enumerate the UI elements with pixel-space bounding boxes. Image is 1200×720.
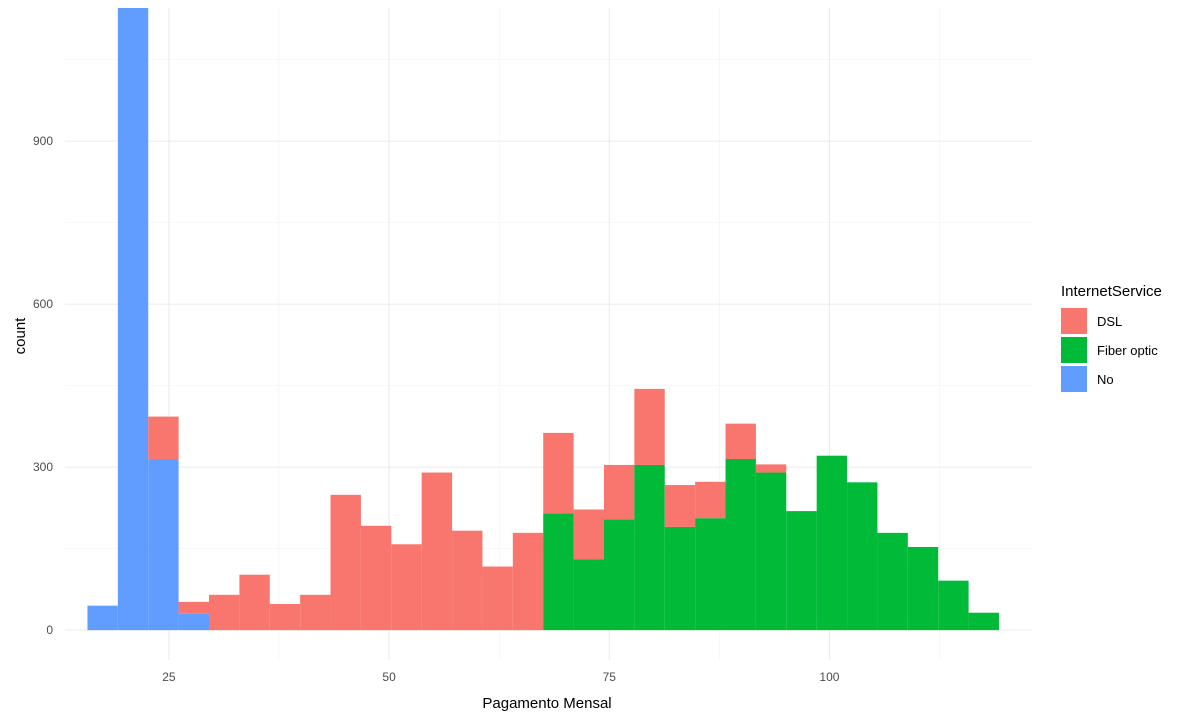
- bar-dsl-4: [208, 594, 240, 631]
- x-axis-ticks: 25 50 75 100: [162, 670, 840, 684]
- y-axis-title: count: [12, 317, 29, 355]
- bar-dsl-5: [239, 574, 270, 631]
- legend-swatch-no: [1061, 366, 1087, 392]
- bar-dsl-21: [725, 423, 756, 459]
- legend: InternetService DSL Fiber optic No: [1061, 283, 1162, 392]
- legend-items: DSL Fiber optic No: [1061, 308, 1158, 392]
- bar-fiber-optic-25: [847, 482, 878, 631]
- bar-no-0: [87, 605, 118, 631]
- bar-dsl-17: [603, 464, 635, 520]
- bar-no-1: [117, 8, 149, 631]
- x-tick-label: 50: [382, 670, 396, 684]
- legend-swatch-dsl: [1061, 308, 1087, 334]
- x-axis-title: Pagamento Mensal: [482, 695, 611, 712]
- y-tick-label: 600: [33, 297, 53, 311]
- bar-dsl-18: [634, 388, 665, 465]
- bar-dsl-6: [269, 604, 301, 631]
- bar-dsl-10: [391, 544, 422, 631]
- bar-fiber-optic-26: [877, 532, 908, 631]
- bar-dsl-14: [512, 532, 544, 631]
- legend-label: Fiber optic: [1097, 343, 1158, 358]
- bar-fiber-optic-19: [664, 526, 696, 631]
- legend-label: DSL: [1097, 314, 1122, 329]
- y-tick-label: 0: [46, 623, 53, 637]
- x-tick-label: 100: [819, 670, 839, 684]
- x-tick-label: 25: [162, 670, 176, 684]
- bar-dsl-15: [543, 432, 574, 514]
- bar-fiber-optic-29: [968, 612, 999, 631]
- bar-no-2: [148, 458, 179, 631]
- bar-fiber-optic-21: [725, 458, 756, 631]
- bar-dsl-19: [664, 485, 696, 527]
- bar-fiber-optic-23: [786, 511, 817, 631]
- legend-swatch-fiber-optic: [1061, 337, 1087, 363]
- bar-dsl-8: [330, 494, 361, 631]
- bar-fiber-optic-16: [573, 559, 604, 631]
- bar-fiber-optic-17: [603, 519, 635, 631]
- bar-fiber-optic-20: [695, 518, 726, 631]
- bar-dsl-16: [573, 509, 604, 560]
- bar-dsl-20: [695, 481, 726, 519]
- bar-fiber-optic-18: [634, 464, 665, 631]
- bar-dsl-9: [360, 525, 392, 631]
- bars-layer: [87, 8, 999, 631]
- bar-dsl-13: [482, 566, 513, 631]
- bar-no-3: [178, 613, 209, 631]
- bar-dsl-2: [148, 416, 179, 459]
- bar-dsl-11: [421, 472, 453, 631]
- bar-fiber-optic-28: [938, 580, 969, 631]
- legend-label: No: [1097, 372, 1114, 387]
- y-tick-label: 300: [33, 460, 53, 474]
- legend-title: InternetService: [1061, 283, 1162, 300]
- bar-fiber-optic-15: [543, 513, 574, 631]
- bar-fiber-optic-27: [907, 546, 939, 631]
- bar-fiber-optic-22: [755, 472, 787, 631]
- x-tick-label: 75: [603, 670, 617, 684]
- bar-dsl-12: [452, 530, 483, 631]
- y-tick-label: 900: [33, 134, 53, 148]
- bar-dsl-7: [300, 594, 331, 631]
- bar-dsl-22: [755, 464, 787, 473]
- y-axis-ticks: 0 300 600 900: [33, 134, 53, 637]
- bar-fiber-optic-24: [816, 455, 848, 631]
- bar-dsl-3: [178, 601, 209, 614]
